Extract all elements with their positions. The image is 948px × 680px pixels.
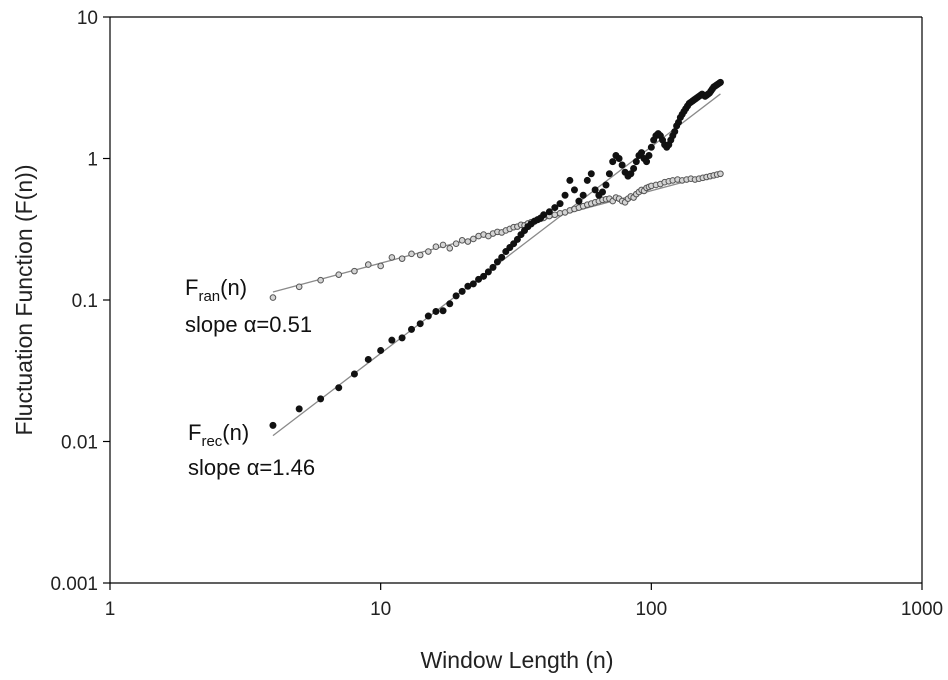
x-tick-label: 1 bbox=[105, 599, 116, 620]
point-rec bbox=[645, 152, 653, 160]
annotation-rec-suffix: (n) bbox=[222, 420, 249, 445]
point-rec bbox=[602, 181, 610, 189]
point-rec bbox=[545, 208, 553, 216]
point-ran bbox=[439, 241, 447, 249]
point-ran bbox=[295, 283, 303, 291]
point-ran bbox=[377, 262, 384, 270]
point-rec bbox=[498, 253, 506, 261]
point-rec bbox=[446, 300, 454, 308]
annotation-rec: Frec(n) slope α=1.46 bbox=[188, 420, 315, 480]
point-rec bbox=[364, 355, 372, 363]
point-rec bbox=[575, 197, 583, 205]
data-points bbox=[269, 78, 724, 429]
point-rec bbox=[408, 325, 416, 333]
point-rec bbox=[269, 421, 277, 429]
annotation-ran-suffix: (n) bbox=[220, 275, 247, 300]
annotation-ran-sub: ran bbox=[198, 288, 220, 305]
point-rec bbox=[615, 155, 623, 163]
point-ran bbox=[452, 240, 460, 247]
annotation-rec-main: F bbox=[188, 420, 201, 445]
point-rec bbox=[618, 161, 626, 169]
y-ticks: 0.001 0.01 0.1 1 10 bbox=[50, 8, 110, 595]
point-rec bbox=[398, 334, 406, 342]
point-rec bbox=[513, 235, 521, 243]
point-ran bbox=[717, 170, 724, 178]
y-axis-title: Fluctuation Function (F(n)) bbox=[11, 165, 37, 436]
point-rec bbox=[570, 186, 578, 194]
point-rec bbox=[583, 176, 591, 184]
point-rec bbox=[317, 395, 325, 403]
y-tick-label: 0.01 bbox=[61, 433, 98, 454]
x-ticks: 1 10 100 1000 bbox=[105, 583, 943, 620]
point-ran bbox=[269, 294, 277, 301]
point-rec bbox=[416, 320, 424, 328]
series-rec bbox=[269, 78, 724, 429]
x-tick-label: 1000 bbox=[901, 599, 943, 620]
point-rec bbox=[432, 307, 440, 315]
point-rec bbox=[566, 176, 574, 184]
point-rec bbox=[587, 170, 595, 178]
point-rec bbox=[388, 336, 396, 344]
point-rec bbox=[350, 370, 358, 378]
point-ran bbox=[335, 271, 343, 278]
point-rec bbox=[630, 164, 638, 172]
y-tick-label: 0.001 bbox=[50, 574, 98, 595]
annotation-rec-label: Frec(n) bbox=[188, 420, 249, 450]
point-rec bbox=[458, 287, 466, 295]
y-tick-label: 1 bbox=[87, 150, 98, 171]
annotation-rec-slope: slope α=1.46 bbox=[188, 455, 315, 480]
point-rec bbox=[643, 158, 651, 166]
point-rec bbox=[540, 211, 548, 219]
point-rec bbox=[439, 307, 447, 315]
point-rec bbox=[551, 204, 559, 212]
y-tick-label: 10 bbox=[77, 8, 98, 29]
point-rec bbox=[647, 143, 655, 151]
annotation-ran-label: Fran(n) bbox=[185, 275, 247, 305]
x-tick-label: 10 bbox=[370, 599, 391, 620]
point-ran bbox=[317, 276, 324, 284]
point-rec bbox=[493, 258, 501, 266]
point-rec bbox=[480, 272, 488, 280]
point-rec bbox=[377, 346, 385, 354]
annotation-ran: Fran(n) slope α=0.51 bbox=[185, 275, 312, 337]
point-rec bbox=[716, 78, 724, 86]
point-ran bbox=[470, 235, 477, 243]
point-rec bbox=[638, 149, 646, 157]
point-rec bbox=[452, 292, 460, 300]
point-ran bbox=[425, 248, 432, 255]
point-ran bbox=[446, 244, 454, 252]
point-ran bbox=[408, 250, 415, 258]
point-ran bbox=[398, 255, 406, 262]
x-tick-label: 100 bbox=[635, 599, 667, 620]
point-ran bbox=[416, 251, 424, 259]
point-rec bbox=[489, 263, 497, 271]
point-ran bbox=[351, 267, 358, 275]
annotation-ran-slope: slope α=0.51 bbox=[185, 312, 312, 337]
x-axis-title: Window Length (n) bbox=[420, 647, 613, 673]
annotation-rec-sub: rec bbox=[201, 433, 222, 450]
point-ran bbox=[432, 243, 440, 251]
point-rec bbox=[579, 191, 587, 199]
point-rec bbox=[605, 170, 613, 178]
point-rec bbox=[424, 312, 432, 320]
point-rec bbox=[469, 280, 477, 288]
point-ran bbox=[388, 254, 396, 261]
point-rec bbox=[591, 186, 599, 194]
point-rec bbox=[484, 268, 492, 276]
point-rec bbox=[598, 188, 606, 196]
point-rec bbox=[335, 384, 343, 392]
point-rec bbox=[609, 158, 617, 166]
point-rec bbox=[632, 158, 640, 166]
point-rec bbox=[295, 405, 303, 413]
point-ran bbox=[458, 237, 466, 244]
y-tick-label: 0.1 bbox=[72, 291, 98, 312]
annotation-ran-main: F bbox=[185, 275, 198, 300]
point-rec bbox=[556, 200, 564, 208]
point-ran bbox=[464, 238, 472, 245]
point-ran bbox=[364, 261, 372, 268]
point-rec bbox=[561, 191, 569, 199]
